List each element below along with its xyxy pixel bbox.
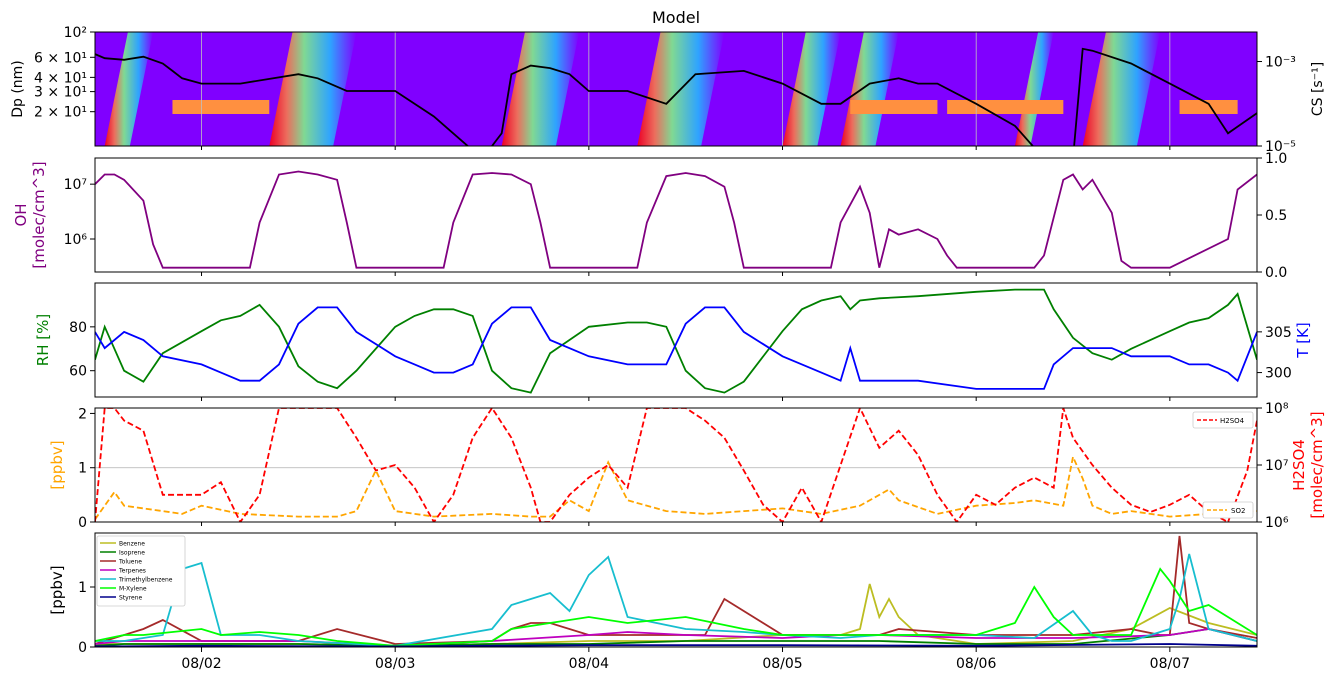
so2-tick-1: 1 xyxy=(78,461,87,477)
so2-legend-label: SO2 xyxy=(1231,507,1245,515)
oh-right-tick-2: 1.0 xyxy=(1265,151,1287,167)
heatmap-blob xyxy=(1014,32,1054,146)
so2-line xyxy=(95,453,1257,520)
t-axis-label-line: T [K] xyxy=(1294,322,1312,358)
heatmap-band xyxy=(1179,100,1238,114)
voc-legend-label: Terpenes xyxy=(118,568,146,575)
cs-axis-label-line: CS [s⁻¹] xyxy=(1310,62,1326,116)
heatmap-blob xyxy=(269,32,357,146)
oh-right-tick-0: 0.0 xyxy=(1265,265,1287,281)
t-axis-label: T [K] xyxy=(1294,322,1312,358)
oh-tick-0: 10⁷ xyxy=(64,177,87,193)
oh-axis-label-line: [molec/cm^3] xyxy=(30,161,48,268)
cs-tick-1: 10⁻⁵ xyxy=(1265,139,1296,155)
dp-tick-0: 10² xyxy=(64,25,87,41)
heatmap-blob xyxy=(840,32,899,146)
oh-axis-label: OH[molec/cm^3] xyxy=(12,161,48,268)
rh-tick-1: 80 xyxy=(69,320,87,336)
voc-line-trimethylbenzene xyxy=(95,553,1257,647)
dp-axis-label: Dp (nm) xyxy=(10,60,26,118)
rh-tick-0: 60 xyxy=(69,364,87,380)
voc-legend-label: Isoprene xyxy=(119,550,145,557)
h2so4-legend-label: H2SO4 xyxy=(1220,417,1245,425)
voc-line-m-xylene xyxy=(95,567,1257,647)
date-tick-label: 08/02 xyxy=(181,656,221,672)
h2so4-axis-label: H2SO4[molec/cm^3] xyxy=(1290,411,1326,518)
voc-tick-1: 1 xyxy=(78,580,87,596)
voc-legend-label: Toluene xyxy=(118,559,142,566)
panel-1-frame xyxy=(94,31,1258,147)
cs-line xyxy=(95,47,1257,146)
voc-legend-box xyxy=(96,535,186,607)
so2-legend-box xyxy=(1202,501,1254,519)
voc-tick-0: 0 xyxy=(78,640,87,656)
date-tick-label: 08/05 xyxy=(762,656,802,672)
date-tick-label: 08/03 xyxy=(375,656,415,672)
voc-legend-label: Styrene xyxy=(119,595,143,602)
h2so4-tick-2: 10⁸ xyxy=(1265,401,1289,417)
oh-line xyxy=(95,170,1257,269)
oh-axis-label-line: OH xyxy=(12,203,30,226)
h2so4-tick-0: 10⁶ xyxy=(1265,515,1289,531)
h2so4-line xyxy=(95,408,1257,522)
heatmap-blob xyxy=(1082,32,1161,146)
h2so4-legend: H2SO4 xyxy=(1192,411,1254,429)
voc-axis-label-line: [ppbv] xyxy=(48,565,66,614)
dp-axis-label-line: Dp (nm) xyxy=(10,60,26,118)
date-tick-label: 08/04 xyxy=(569,656,609,672)
so2-tick-2: 2 xyxy=(78,406,87,422)
heatmap-blob xyxy=(782,32,841,146)
heatmap-band xyxy=(172,100,270,114)
so2-axis-label-line: [ppbv] xyxy=(48,440,66,489)
so2-axis-label: [ppbv] xyxy=(48,440,66,489)
voc-line-terpenes xyxy=(95,628,1257,647)
h2so4-tick-1: 10⁷ xyxy=(1265,458,1288,474)
oh-right-tick-1: 0.5 xyxy=(1265,208,1287,224)
oh-tick-1: 10⁶ xyxy=(64,232,88,248)
voc-line-styrene xyxy=(95,643,1257,647)
t-tick-0: 300 xyxy=(1265,366,1292,382)
voc-legend-label: M-Xylene xyxy=(119,586,147,593)
dp-tick-4: 2 × 10¹ xyxy=(34,105,87,121)
voc-legend-label: Trimethylbenzene xyxy=(118,577,173,584)
heatmap-blob xyxy=(104,32,154,146)
t-line xyxy=(95,306,1257,390)
voc-line-isoprene xyxy=(95,628,1257,647)
date-tick-label: 08/06 xyxy=(956,656,996,672)
heatmap-band xyxy=(947,100,1064,114)
h2so4-axis-label-line: [molec/cm^3] xyxy=(1308,411,1326,518)
voc-legend: Benzene Isoprene Toluene Terpenes Trimethylb… xyxy=(96,535,186,607)
dp-tick-2: 4 × 10¹ xyxy=(34,70,87,86)
cs-tick-0: 10⁻³ xyxy=(1265,55,1296,71)
so2-tick-0: 0 xyxy=(78,515,87,531)
heatmap-band xyxy=(850,100,938,114)
chart-title: Model xyxy=(652,8,700,27)
dp-tick-3: 3 × 10¹ xyxy=(34,85,87,101)
h2so4-legend-box xyxy=(1192,411,1254,429)
rh-line xyxy=(95,288,1257,394)
voc-axis-label: [ppbv] xyxy=(48,565,66,614)
rh-axis-label: RH [%] xyxy=(34,314,52,366)
panel-5-frame xyxy=(94,532,1258,648)
panel-4-frame xyxy=(94,407,1258,523)
panel-3-frame xyxy=(94,282,1258,398)
heatmap-blob xyxy=(501,32,580,146)
dp-tick-1: 6 × 10¹ xyxy=(34,50,87,66)
date-tick-label: 08/07 xyxy=(1150,656,1190,672)
cs-axis-label: CS [s⁻¹] xyxy=(1310,62,1326,116)
t-tick-1: 305 xyxy=(1265,325,1292,341)
h2so4-axis-label-line: H2SO4 xyxy=(1290,439,1308,491)
voc-legend-label: Benzene xyxy=(119,541,145,548)
so2-legend: SO2 xyxy=(1202,501,1254,519)
rh-axis-label-line: RH [%] xyxy=(34,314,52,366)
